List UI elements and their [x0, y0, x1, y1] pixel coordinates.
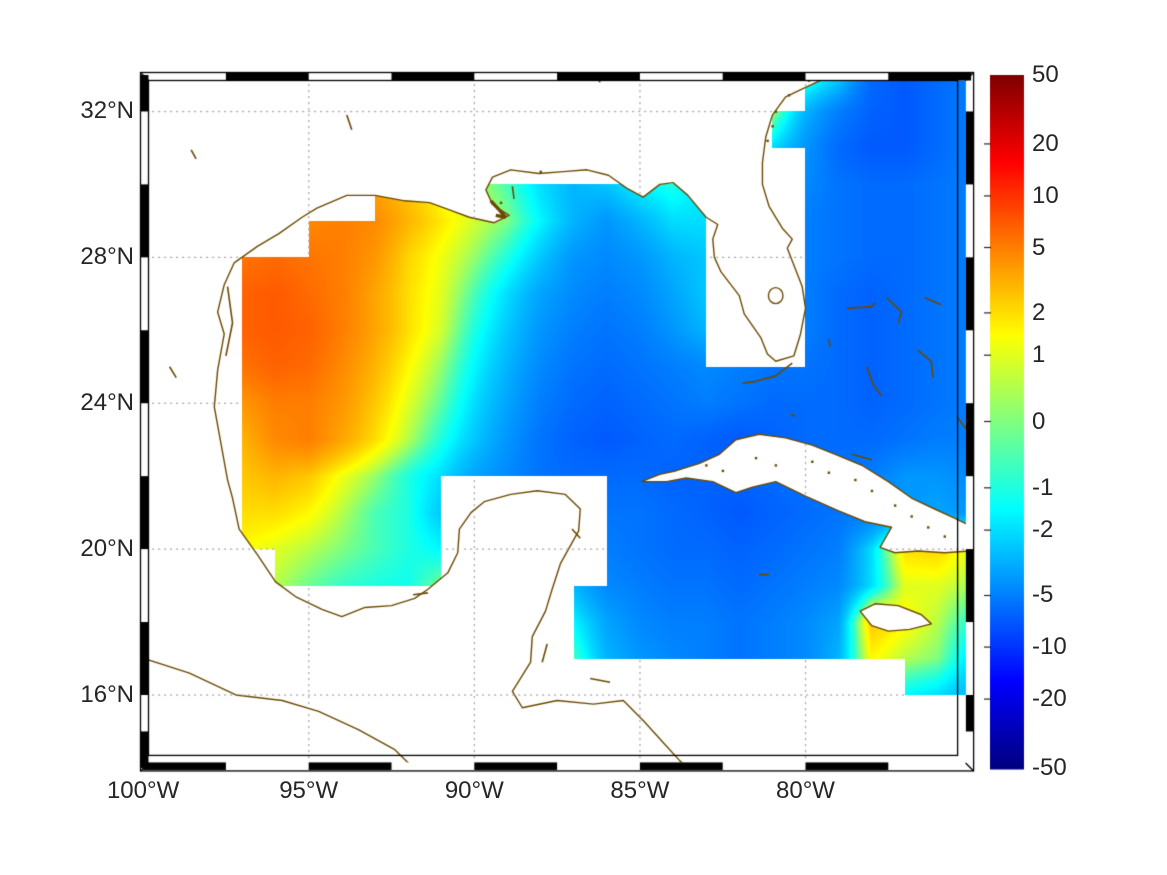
lon-tick-label: 80°W [776, 777, 835, 804]
lon-tick-label: 90°W [444, 777, 504, 804]
colorbar-tick-label: -20 [1032, 685, 1067, 713]
lon-tick-label: 85°W [610, 777, 670, 804]
lon-tick-label: 95°W [279, 777, 339, 804]
colorbar-tick-label: -10 [1032, 633, 1067, 661]
colorbar-tick-label: 5 [1032, 233, 1046, 261]
colorbar-tick-label: 2 [1032, 298, 1046, 326]
lat-tick-label: 32°N [80, 97, 134, 125]
colorbar-tick-label: -2 [1032, 516, 1054, 544]
colorbar-tick-label: 50 [1032, 61, 1059, 88]
colorbar-tick-label: 0 [1032, 407, 1046, 435]
colorbar-tick-label: -1 [1032, 473, 1054, 501]
lat-tick-label: 20°N [80, 535, 134, 563]
colorbar-tick-label: 10 [1032, 181, 1059, 209]
lon-tick-label: 100°W [106, 777, 180, 804]
colorbar-tick-label: -5 [1032, 581, 1054, 609]
colorbar-tick-label: 20 [1032, 129, 1059, 157]
lat-tick-label: 28°N [80, 243, 134, 271]
colorbar-tick-label: 1 [1032, 341, 1046, 369]
lat-tick-label: 16°N [80, 680, 134, 708]
colorbar-tick-label: -50 [1032, 754, 1067, 781]
lat-tick-label: 24°N [80, 389, 134, 417]
